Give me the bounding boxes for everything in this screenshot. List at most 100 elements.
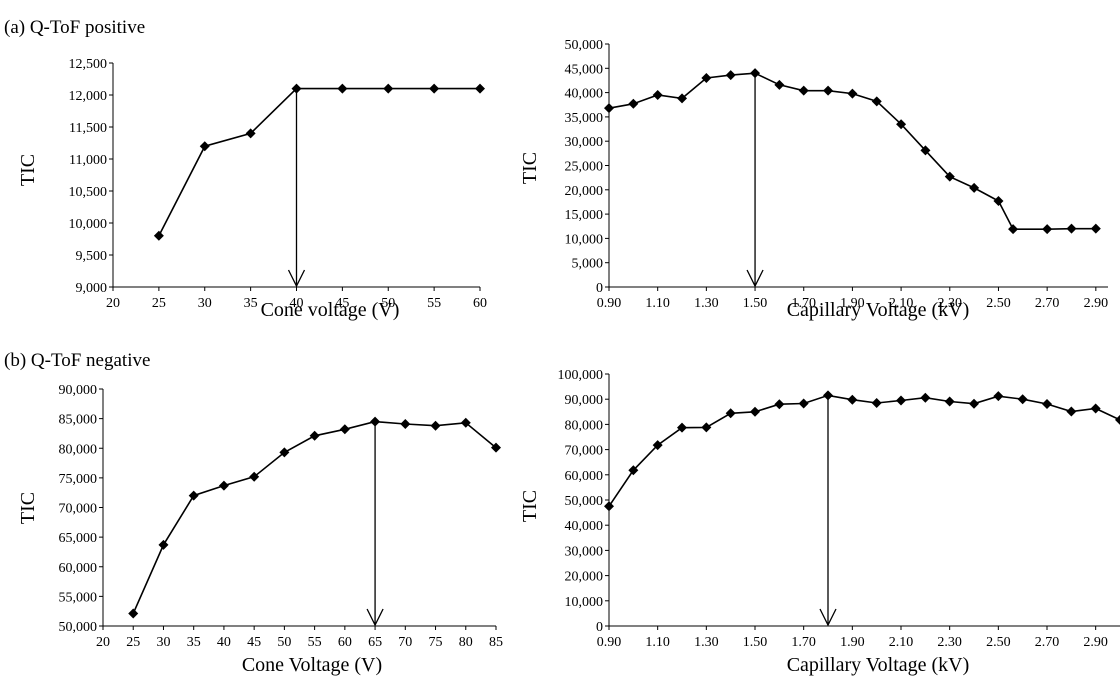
chart-capillary-voltage-positive: Capillary Voltage (kV) TIC 0 5,000 10,000 1… bbox=[519, 38, 1108, 321]
optimum-arrow-head bbox=[287, 269, 306, 288]
x-tick-label: 35 bbox=[187, 635, 201, 650]
data-point bbox=[701, 422, 712, 433]
y-tick-label: 35,000 bbox=[565, 111, 604, 126]
x-tick-label: 2.90 bbox=[1083, 635, 1108, 650]
x-tick-label: 80 bbox=[459, 635, 473, 650]
y-tick-label: 9,000 bbox=[76, 281, 108, 296]
y-tick-label: 9,500 bbox=[76, 249, 108, 264]
data-point bbox=[245, 128, 256, 139]
data-point bbox=[750, 406, 760, 417]
y-tick-label: 50,000 bbox=[59, 620, 98, 635]
data-point bbox=[871, 96, 882, 107]
y-tick-label: 11,000 bbox=[69, 153, 107, 168]
x-tick-label: 75 bbox=[429, 635, 443, 650]
y-axis-label: TIC bbox=[17, 154, 39, 186]
data-point bbox=[1115, 414, 1120, 425]
data-point bbox=[969, 182, 980, 193]
x-tick-label: 35 bbox=[244, 296, 258, 311]
data-point bbox=[218, 480, 229, 491]
y-tick-label: 60,000 bbox=[565, 469, 604, 484]
y-tick-label: 10,000 bbox=[565, 595, 604, 610]
optimum-arrow-head bbox=[819, 608, 837, 627]
x-axis-label: Capillary Voltage (kV) bbox=[787, 654, 970, 676]
x-tick-label: 2.10 bbox=[889, 635, 914, 650]
x-tick-label: 1.30 bbox=[694, 635, 719, 650]
y-tick-label: 55,000 bbox=[59, 590, 98, 605]
data-point bbox=[774, 399, 785, 410]
x-tick-label: 2.30 bbox=[938, 296, 963, 311]
x-tick-label: 55 bbox=[308, 635, 322, 650]
x-tick-label: 1.10 bbox=[645, 635, 670, 650]
data-point bbox=[383, 83, 394, 94]
y-tick-label: 10,000 bbox=[565, 232, 604, 247]
x-tick-label: 60 bbox=[473, 296, 487, 311]
data-point bbox=[128, 608, 139, 619]
x-tick-label: 30 bbox=[198, 296, 212, 311]
y-tick-label: 40,000 bbox=[565, 519, 604, 534]
data-point bbox=[823, 390, 833, 401]
x-tick-label: 60 bbox=[338, 635, 352, 650]
y-tick-label: 45,000 bbox=[565, 62, 604, 77]
x-axis-label: Capillary Voltage (kV) bbox=[787, 299, 970, 321]
y-tick-label: 0 bbox=[596, 281, 603, 296]
y-tick-label: 0 bbox=[596, 620, 603, 635]
series-line bbox=[132, 420, 497, 614]
data-point bbox=[153, 230, 164, 241]
x-tick-label: 1.30 bbox=[694, 296, 719, 311]
data-point bbox=[429, 83, 440, 94]
data-point bbox=[944, 171, 955, 182]
x-tick-label: 70 bbox=[398, 635, 412, 650]
y-tick-label: 30,000 bbox=[565, 544, 604, 559]
x-tick-label: 55 bbox=[427, 296, 441, 311]
optimum-arrow-head bbox=[366, 608, 384, 627]
chart-cone-voltage-positive: Cone voltage (V) TIC 9,000 9,500 10,000 10,… bbox=[17, 57, 487, 321]
y-tick-label: 75,000 bbox=[59, 472, 98, 487]
x-tick-label: 1.70 bbox=[791, 635, 816, 650]
data-point bbox=[677, 422, 687, 433]
y-tick-label: 10,500 bbox=[69, 185, 108, 200]
y-tick-label: 40,000 bbox=[565, 87, 604, 102]
x-tick-label: 45 bbox=[247, 635, 261, 650]
y-tick-label: 100,000 bbox=[558, 368, 604, 383]
chart-capillary-voltage-negative: Capillary Voltage (kV) TIC 0 10,000 20,000… bbox=[519, 368, 1120, 676]
chart-cone-voltage-negative: Cone Voltage (V) TIC 50,000 55,000 60,000 6… bbox=[17, 383, 503, 676]
data-point bbox=[969, 398, 979, 409]
data-point bbox=[604, 103, 614, 114]
data-point bbox=[339, 424, 350, 435]
x-tick-label: 1.90 bbox=[840, 635, 865, 650]
y-tick-label: 60,000 bbox=[59, 561, 98, 576]
y-tick-label: 70,000 bbox=[565, 444, 604, 459]
x-tick-label: 50 bbox=[277, 635, 291, 650]
data-point bbox=[896, 119, 907, 130]
data-point bbox=[430, 420, 441, 431]
data-point bbox=[920, 145, 931, 156]
y-tick-label: 80,000 bbox=[59, 442, 98, 457]
data-point bbox=[475, 83, 485, 94]
x-tick-label: 2.70 bbox=[1035, 296, 1060, 311]
y-tick-label: 10,000 bbox=[69, 217, 108, 232]
data-point bbox=[309, 430, 320, 441]
data-point bbox=[993, 195, 1004, 206]
data-point bbox=[652, 440, 663, 451]
data-point bbox=[158, 539, 169, 550]
data-point bbox=[1008, 224, 1019, 235]
data-point bbox=[628, 465, 639, 476]
data-point bbox=[798, 85, 809, 96]
x-tick-label: 20 bbox=[96, 635, 110, 650]
y-tick-label: 20,000 bbox=[565, 184, 604, 199]
data-point bbox=[896, 395, 906, 406]
x-tick-label: 30 bbox=[156, 635, 170, 650]
data-point bbox=[798, 398, 809, 409]
x-axis-label: Cone voltage (V) bbox=[261, 299, 400, 321]
data-point bbox=[628, 98, 639, 109]
data-point bbox=[460, 417, 471, 428]
data-point bbox=[701, 73, 712, 84]
data-point bbox=[725, 408, 736, 419]
x-tick-label: 45 bbox=[335, 296, 349, 311]
data-point bbox=[677, 93, 688, 104]
x-tick-label: 0.90 bbox=[597, 296, 622, 311]
x-tick-label: 2.70 bbox=[1035, 635, 1060, 650]
x-tick-label: 2.10 bbox=[889, 296, 914, 311]
x-tick-label: 1.10 bbox=[645, 296, 670, 311]
